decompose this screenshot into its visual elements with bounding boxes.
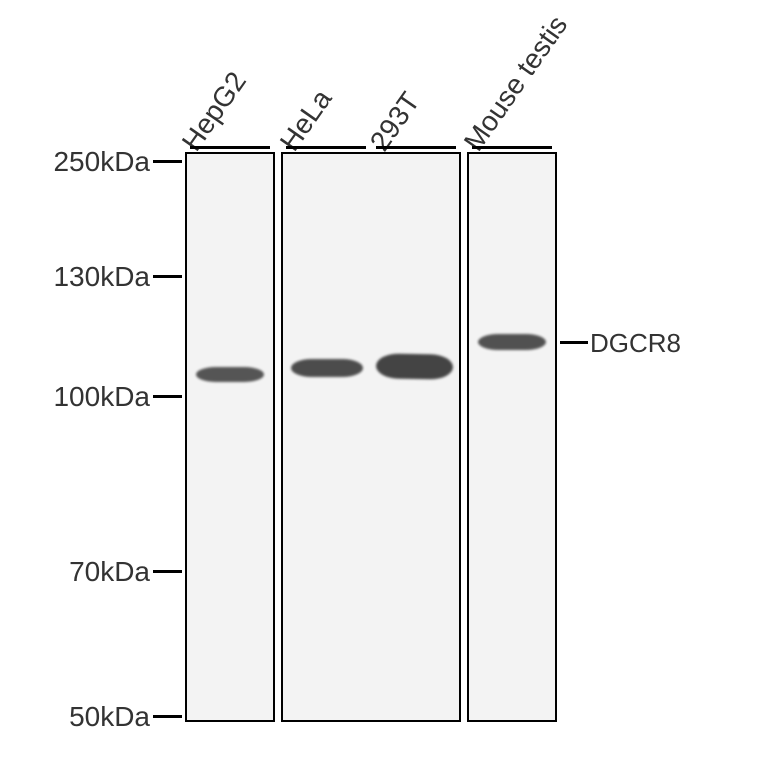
mw-label-50: 50kDa (0, 701, 150, 733)
mw-label-70: 70kDa (0, 556, 150, 588)
protein-tick (560, 341, 588, 344)
mw-tick-130 (153, 275, 182, 278)
band-mouse-testis (469, 334, 555, 350)
lane-under-mouse-testis (472, 146, 552, 149)
mw-tick-50 (153, 715, 182, 718)
mw-label-100: 100kDa (0, 381, 150, 413)
mw-tick-70 (153, 570, 182, 573)
blot-strip-2 (281, 152, 461, 722)
lane-under-293t (376, 146, 456, 149)
lane-label-mouse-testis: Mouse testis (458, 10, 574, 157)
blot-strip-1 (185, 152, 275, 722)
band-293t (371, 354, 459, 379)
band-hela (283, 359, 371, 377)
lane-under-hela (286, 146, 366, 149)
mw-label-250: 250kDa (0, 146, 150, 178)
mw-label-130: 130kDa (0, 261, 150, 293)
mw-tick-100 (153, 395, 182, 398)
blot-strip-3 (467, 152, 557, 722)
band-hepg2 (187, 367, 273, 382)
protein-label: DGCR8 (590, 328, 681, 359)
lane-under-hepg2 (190, 146, 270, 149)
mw-tick-250 (153, 160, 182, 163)
lane-label-hepg2: HepG2 (176, 66, 253, 157)
